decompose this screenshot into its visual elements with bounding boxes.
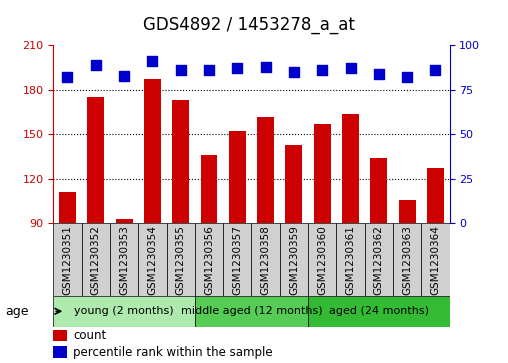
Bar bbox=[427, 168, 444, 223]
Bar bbox=[53, 346, 67, 358]
Point bbox=[177, 68, 185, 73]
Text: GSM1230358: GSM1230358 bbox=[261, 225, 271, 295]
Bar bbox=[172, 100, 189, 223]
Bar bbox=[53, 296, 195, 327]
Text: GSM1230352: GSM1230352 bbox=[91, 225, 101, 295]
Bar bbox=[421, 223, 450, 296]
Bar bbox=[110, 223, 138, 296]
Point bbox=[92, 62, 100, 68]
Point bbox=[346, 66, 355, 72]
Text: middle aged (12 months): middle aged (12 months) bbox=[181, 306, 322, 316]
Bar bbox=[223, 223, 251, 296]
Point bbox=[120, 73, 128, 78]
Text: GSM1230360: GSM1230360 bbox=[317, 225, 327, 295]
Point bbox=[64, 74, 72, 80]
Text: GSM1230362: GSM1230362 bbox=[374, 225, 384, 295]
Bar bbox=[195, 223, 223, 296]
Bar bbox=[201, 155, 217, 223]
Bar bbox=[393, 223, 421, 296]
Bar bbox=[342, 114, 359, 223]
Bar bbox=[365, 223, 393, 296]
Text: GSM1230361: GSM1230361 bbox=[345, 225, 356, 295]
Bar bbox=[336, 223, 365, 296]
Bar bbox=[308, 223, 336, 296]
Bar bbox=[116, 219, 133, 223]
Bar bbox=[87, 97, 104, 223]
Text: GSM1230351: GSM1230351 bbox=[62, 225, 73, 295]
Point bbox=[431, 68, 439, 73]
Bar bbox=[195, 296, 308, 327]
Bar bbox=[308, 296, 450, 327]
Point bbox=[403, 74, 411, 80]
Text: aged (24 months): aged (24 months) bbox=[329, 306, 429, 316]
Bar bbox=[399, 200, 416, 223]
Bar bbox=[167, 223, 195, 296]
Point bbox=[205, 68, 213, 73]
Bar bbox=[59, 192, 76, 223]
Bar bbox=[257, 117, 274, 223]
Text: GSM1230357: GSM1230357 bbox=[232, 225, 242, 295]
Text: GSM1230359: GSM1230359 bbox=[289, 225, 299, 295]
Point bbox=[375, 71, 383, 77]
Point bbox=[148, 58, 156, 64]
Text: count: count bbox=[73, 329, 106, 342]
Point bbox=[233, 66, 241, 72]
Bar bbox=[285, 145, 302, 223]
Text: young (2 months): young (2 months) bbox=[74, 306, 174, 316]
Bar bbox=[53, 330, 67, 341]
Text: GSM1230354: GSM1230354 bbox=[147, 225, 157, 295]
Bar bbox=[314, 124, 331, 223]
Text: GSM1230355: GSM1230355 bbox=[176, 225, 186, 295]
Bar bbox=[370, 158, 387, 223]
Text: percentile rank within the sample: percentile rank within the sample bbox=[73, 346, 273, 359]
Point bbox=[290, 69, 298, 75]
Bar bbox=[251, 223, 280, 296]
Point bbox=[262, 64, 270, 70]
Text: GSM1230356: GSM1230356 bbox=[204, 225, 214, 295]
Bar bbox=[53, 223, 82, 296]
Point bbox=[318, 68, 326, 73]
Text: GSM1230363: GSM1230363 bbox=[402, 225, 412, 295]
Text: GSM1230353: GSM1230353 bbox=[119, 225, 129, 295]
Text: GSM1230364: GSM1230364 bbox=[430, 225, 440, 295]
Bar bbox=[138, 223, 167, 296]
Bar bbox=[144, 79, 161, 223]
Bar bbox=[280, 223, 308, 296]
Bar bbox=[82, 223, 110, 296]
Text: GDS4892 / 1453278_a_at: GDS4892 / 1453278_a_at bbox=[143, 16, 355, 34]
Text: age: age bbox=[5, 305, 28, 318]
Bar bbox=[229, 131, 246, 223]
